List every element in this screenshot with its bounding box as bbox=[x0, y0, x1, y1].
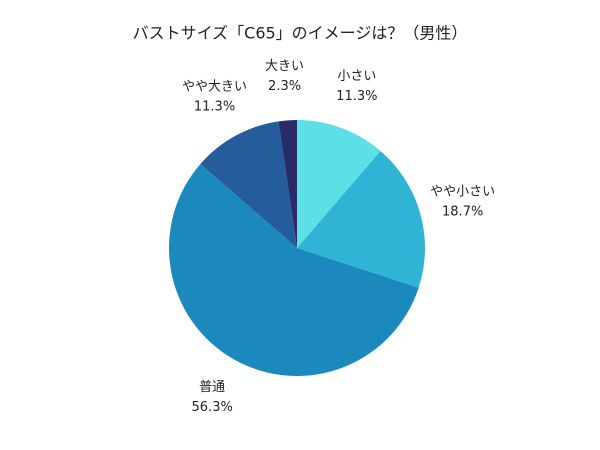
pie-slice bbox=[278, 120, 297, 248]
value-label: 56.3% bbox=[192, 400, 233, 415]
slice-label: やや小さい bbox=[430, 184, 495, 199]
pie-slice bbox=[297, 150, 425, 288]
value-label: 18.7% bbox=[442, 204, 483, 219]
slice-label: やや大きい bbox=[182, 80, 247, 95]
slice-label: 大きい bbox=[265, 59, 304, 74]
slice-label: 普通 bbox=[199, 380, 225, 395]
pie-slice bbox=[297, 120, 381, 248]
chart-title: バストサイズ「C65」のイメージは？（男性） bbox=[133, 24, 468, 43]
pie-slice bbox=[200, 121, 297, 248]
pie-slice bbox=[168, 164, 419, 377]
value-label: 2.3% bbox=[268, 79, 301, 94]
value-label: 11.3% bbox=[194, 100, 235, 115]
slice-label: 小さい bbox=[337, 69, 376, 84]
value-label: 11.3% bbox=[336, 89, 377, 104]
